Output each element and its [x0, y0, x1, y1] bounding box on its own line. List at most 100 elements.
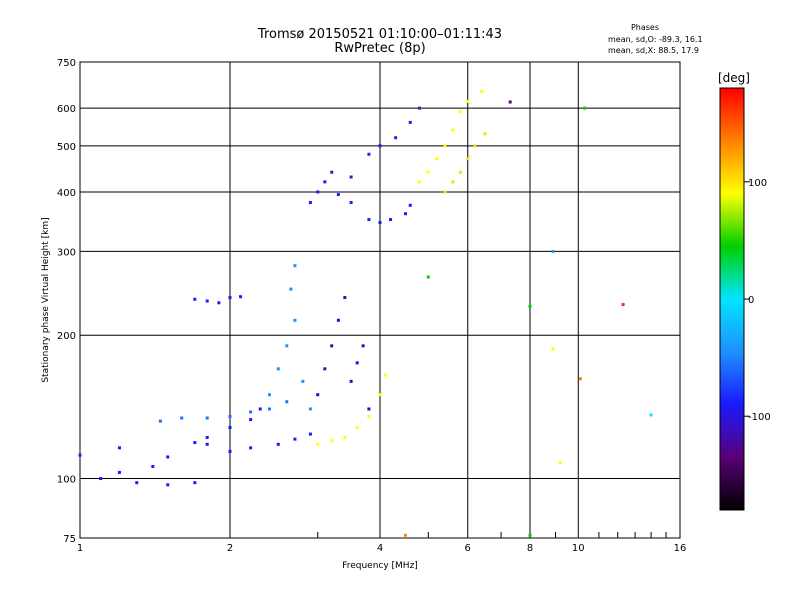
x-axis-ticks: 1 2 4 6 8 10 16	[77, 532, 687, 554]
y-tick-label: 600	[57, 104, 76, 115]
data-point	[336, 193, 340, 197]
y-axis-ticks: 75 100 200 300 400 500 600 750	[57, 58, 76, 545]
data-point	[276, 367, 280, 371]
data-point	[285, 344, 289, 348]
data-point	[249, 446, 253, 450]
x-tick-label: 4	[377, 543, 383, 554]
stats-line-x: mean, sd,X: 88.5, 17.9	[608, 46, 699, 55]
data-point	[158, 419, 162, 423]
data-point	[466, 157, 470, 161]
data-point	[293, 437, 297, 441]
data-point	[239, 295, 243, 299]
stats-line-o: mean, sd,O: -89.3, 16.1	[608, 35, 703, 44]
sparse-data-point	[426, 275, 430, 279]
data-point	[323, 180, 327, 184]
data-point	[276, 442, 280, 446]
sparse-data-point	[649, 413, 653, 417]
x-tick-label: 8	[527, 543, 533, 554]
data-point	[289, 287, 293, 291]
data-point	[473, 144, 477, 148]
x-tick-label: 10	[572, 543, 585, 554]
data-point	[403, 212, 407, 216]
x-tick-label: 6	[465, 543, 471, 554]
sparse-data-point	[583, 106, 587, 110]
data-point	[378, 144, 382, 148]
data-point	[330, 170, 334, 174]
colorbar-tick-label: 0	[748, 295, 754, 306]
data-point	[458, 110, 462, 114]
data-point	[78, 453, 82, 457]
data-point	[378, 393, 382, 397]
data-point	[408, 203, 412, 207]
data-point	[417, 180, 421, 184]
data-point	[367, 218, 371, 222]
data-point	[480, 90, 484, 94]
data-point	[361, 344, 365, 348]
x-tick-label: 16	[674, 543, 687, 554]
data-point	[228, 425, 232, 429]
data-point	[308, 432, 312, 436]
data-point	[193, 441, 197, 445]
data-point	[228, 414, 232, 418]
sparse-data-point	[558, 461, 562, 465]
sparse-data-point	[528, 304, 532, 308]
x-tick-label: 1	[77, 543, 83, 554]
data-point	[166, 455, 170, 459]
data-point	[301, 379, 305, 383]
data-point	[293, 318, 297, 322]
data-points	[78, 90, 653, 537]
y-tick-label: 75	[63, 534, 76, 545]
data-point	[99, 477, 103, 481]
data-point	[205, 435, 209, 439]
data-point	[355, 425, 359, 429]
data-point	[355, 361, 359, 365]
sparse-data-point	[551, 249, 555, 253]
data-point	[435, 157, 439, 161]
data-point	[267, 393, 271, 397]
data-point	[249, 418, 253, 422]
data-point	[378, 221, 382, 225]
data-point	[135, 481, 139, 485]
data-point	[151, 464, 155, 468]
data-point	[285, 400, 289, 404]
data-point	[117, 470, 121, 474]
data-point	[205, 442, 209, 446]
sparse-data-point	[578, 377, 582, 381]
data-point	[180, 416, 184, 420]
data-point	[166, 483, 170, 487]
grid-lines	[80, 62, 680, 538]
data-point	[349, 379, 353, 383]
data-point	[443, 190, 447, 194]
data-point	[466, 99, 470, 103]
data-point	[249, 410, 253, 414]
data-point	[408, 120, 412, 124]
x-tick-label: 2	[227, 543, 233, 554]
y-axis-label: Stationary phase Virtual Height [km]	[41, 217, 51, 382]
data-point	[451, 128, 455, 132]
chart-subtitle: RwPretec (8p)	[334, 41, 425, 56]
sparse-data-point	[551, 347, 555, 351]
colorbar	[719, 87, 745, 511]
sparse-data-point	[403, 533, 407, 537]
data-point	[417, 106, 421, 110]
data-point	[258, 407, 262, 411]
colorbar-ticks: 100 0 -100	[744, 178, 771, 423]
data-point	[394, 136, 398, 140]
data-point	[193, 481, 197, 485]
y-tick-label: 400	[57, 188, 76, 199]
data-point	[228, 449, 232, 453]
data-point	[117, 446, 121, 450]
data-point	[451, 180, 455, 184]
data-point	[330, 344, 334, 348]
data-point	[349, 201, 353, 205]
data-point	[367, 414, 371, 418]
data-point	[316, 442, 320, 446]
y-tick-label: 100	[57, 475, 76, 486]
stats-heading: Phases	[631, 23, 659, 32]
data-point	[228, 296, 232, 300]
data-point	[367, 407, 371, 411]
data-point	[267, 407, 271, 411]
data-point	[293, 264, 297, 268]
